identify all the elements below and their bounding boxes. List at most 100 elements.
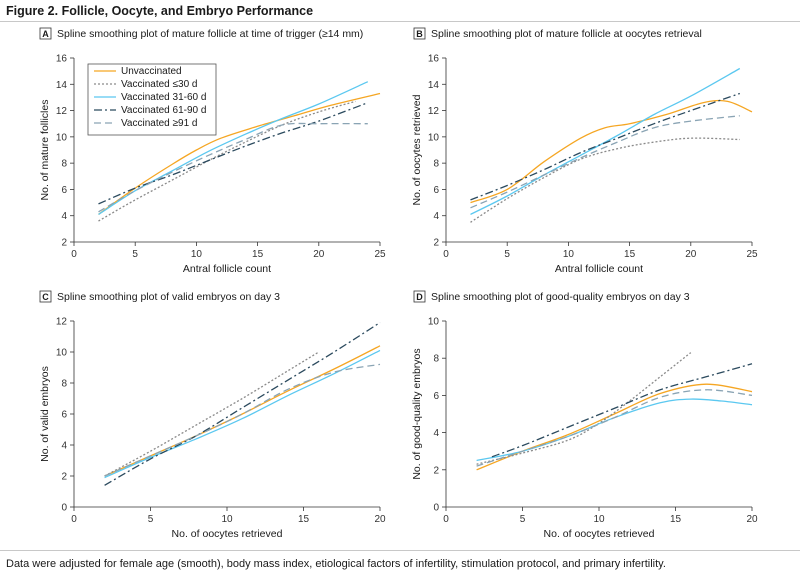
- y-tick-label: 6: [433, 185, 439, 196]
- y-tick-label: 14: [428, 80, 440, 91]
- x-tick-label: 25: [746, 249, 758, 260]
- legend-label: Vaccinated 31-60 d: [121, 92, 206, 103]
- y-tick-label: 2: [433, 238, 439, 249]
- legend-label: Vaccinated ≥91 d: [121, 118, 197, 129]
- x-tick-label: 0: [71, 249, 77, 260]
- y-tick-label: 12: [428, 106, 440, 117]
- x-tick-label: 20: [685, 249, 697, 260]
- panel-title: Spline smoothing plot of valid embryos o…: [57, 291, 280, 303]
- y-tick-label: 0: [433, 503, 439, 514]
- y-tick-label: 10: [56, 132, 68, 143]
- title-divider: [0, 21, 800, 22]
- y-tick-label: 8: [61, 379, 67, 390]
- y-tick-label: 2: [61, 238, 67, 249]
- figure-title: Figure 2. Follicle, Oocyte, and Embryo P…: [6, 4, 314, 18]
- series-line-vaccinated-30-d: [98, 100, 356, 222]
- y-tick-label: 0: [61, 503, 67, 514]
- chart-figure: A Spline smoothing plot of mature follicl…: [39, 27, 758, 540]
- series-line-vaccinated-91-d: [98, 122, 368, 213]
- panel-c: C Spline smoothing plot of valid embryos …: [39, 290, 386, 540]
- x-tick-label: 25: [374, 249, 386, 260]
- panel-letter-box: [39, 290, 52, 303]
- panel-letter: A: [42, 29, 49, 39]
- y-tick-label: 12: [56, 106, 68, 117]
- panel-a: A Spline smoothing plot of mature follicl…: [39, 27, 386, 275]
- series-line-vaccinated-91-d: [476, 389, 753, 467]
- x-axis-label: No. of oocytes retrieved: [544, 528, 655, 540]
- x-axis-label: No. of oocytes retrieved: [172, 528, 283, 540]
- legend-label: Vaccinated ≤30 d: [121, 79, 197, 90]
- panel-letter-box: [39, 27, 52, 40]
- x-tick-label: 20: [374, 514, 386, 525]
- y-tick-label: 6: [61, 410, 67, 421]
- y-tick-label: 16: [428, 54, 440, 65]
- series-line-vaccinated-61-90-d: [98, 102, 369, 205]
- x-tick-label: 10: [593, 514, 605, 525]
- x-tick-label: 5: [148, 514, 154, 525]
- panel-letter: D: [416, 292, 423, 302]
- panel-b: B Spline smoothing plot of mature follicl…: [411, 27, 758, 275]
- y-tick-label: 6: [61, 185, 67, 196]
- series-line-vaccinated-31-60-d: [104, 349, 381, 479]
- y-tick-label: 10: [428, 317, 440, 328]
- panel-letter: C: [42, 292, 49, 302]
- y-axis-label: No. of oocytes retrieved: [411, 94, 423, 205]
- x-tick-label: 5: [520, 514, 526, 525]
- series-line-vaccinated-61-90-d: [491, 363, 753, 458]
- y-tick-label: 4: [61, 211, 67, 222]
- x-axis-label: Antral follicle count: [555, 263, 643, 275]
- x-tick-label: 5: [132, 249, 138, 260]
- y-tick-label: 4: [433, 428, 439, 439]
- legend-label: Vaccinated 61-90 d: [121, 105, 206, 116]
- y-tick-label: 10: [428, 132, 440, 143]
- x-tick-label: 15: [252, 249, 264, 260]
- y-tick-label: 4: [433, 211, 439, 222]
- series-line-unvaccinated: [98, 92, 381, 215]
- y-tick-label: 16: [56, 54, 68, 65]
- y-tick-label: 6: [433, 391, 439, 402]
- y-tick-label: 8: [433, 354, 439, 365]
- series-line-vaccinated-31-60-d: [470, 67, 741, 215]
- series-line-vaccinated-30-d: [104, 351, 320, 477]
- x-tick-label: 10: [191, 249, 203, 260]
- series-line-vaccinated-61-90-d: [470, 92, 741, 201]
- figure-footnote: Data were adjusted for female age (smoot…: [6, 558, 666, 570]
- panel-title: Spline smoothing plot of good-quality em…: [431, 291, 690, 303]
- y-axis-label: No. of valid embryos: [39, 366, 51, 462]
- x-tick-label: 0: [71, 514, 77, 525]
- footnote-divider: [0, 550, 800, 551]
- y-axis-label: No. of mature follicles: [39, 100, 51, 201]
- y-axis-label: No. of good-quality embryos: [411, 348, 423, 479]
- x-tick-label: 20: [746, 514, 758, 525]
- x-tick-label: 15: [624, 249, 636, 260]
- x-tick-label: 15: [670, 514, 682, 525]
- series-line-vaccinated-31-60-d: [476, 398, 753, 462]
- x-tick-label: 10: [221, 514, 233, 525]
- series-line-vaccinated-61-90-d: [104, 321, 381, 486]
- series-line-unvaccinated: [470, 99, 753, 204]
- x-tick-label: 20: [313, 249, 325, 260]
- panel-letter: B: [416, 29, 423, 39]
- x-tick-label: 5: [504, 249, 510, 260]
- x-tick-label: 10: [563, 249, 575, 260]
- series-line-unvaccinated: [476, 383, 753, 471]
- y-tick-label: 2: [61, 472, 67, 483]
- y-tick-label: 14: [56, 80, 68, 91]
- series-line-vaccinated-91-d: [104, 363, 381, 477]
- series-line-vaccinated-91-d: [470, 115, 740, 209]
- series-line-vaccinated-30-d: [470, 137, 740, 223]
- y-tick-label: 4: [61, 441, 67, 452]
- x-tick-label: 0: [443, 249, 449, 260]
- y-tick-label: 2: [433, 465, 439, 476]
- x-axis-label: Antral follicle count: [183, 263, 271, 275]
- series-line-vaccinated-30-d: [476, 352, 692, 465]
- panel-letter-box: [413, 27, 426, 40]
- panel-letter-box: [413, 290, 426, 303]
- panel-title: Spline smoothing plot of mature follicle…: [431, 28, 702, 40]
- panel-d: D Spline smoothing plot of good-quality e…: [411, 290, 758, 540]
- x-tick-label: 15: [298, 514, 310, 525]
- x-tick-label: 0: [443, 514, 449, 525]
- series-line-unvaccinated: [104, 345, 381, 477]
- y-tick-label: 8: [61, 159, 67, 170]
